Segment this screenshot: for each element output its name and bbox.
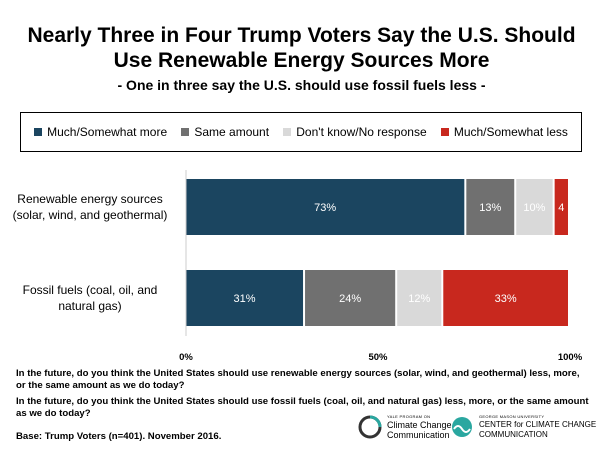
legend-item-dontknow: Don't know/No response (283, 125, 427, 139)
legend-label-more: Much/Somewhat more (47, 125, 168, 139)
category-label-fossil-line1: Fossil fuels (coal, oil, and (22, 283, 158, 297)
chart-title-line1: Nearly Three in Four Trump Voters Say th… (27, 24, 576, 47)
legend-item-same: Same amount (181, 125, 269, 139)
gmu-logo-line1: CENTER for CLIMATE CHANGE (479, 420, 597, 429)
category-label-fossil: Fossil fuels (coal, oil, and natural gas… (0, 282, 180, 314)
base-note: Base: Trump Voters (n=401). November 201… (16, 431, 222, 442)
category-label-fossil-line2: natural gas) (58, 299, 122, 313)
chart-title-line2: Use Renewable Energy Sources More (113, 49, 490, 72)
data-label-fossil-less: 33% (495, 293, 517, 305)
yale-logo-line1: Climate Change (387, 420, 452, 430)
category-label-renewable-line1: Renewable energy sources (17, 192, 163, 206)
chart-subtitle: - One in three say the U.S. should use f… (117, 77, 486, 93)
gmu-logo-small: GEORGE MASON UNIVERSITY (479, 414, 545, 419)
bar-fossil-dontknow (397, 270, 442, 326)
bar-fossil-less (443, 270, 568, 326)
legend-label-dontknow: Don't know/No response (296, 125, 427, 139)
legend-label-same: Same amount (194, 125, 270, 139)
data-label-fossil-dontknow: 12% (408, 293, 430, 305)
bar-fossil-same (305, 270, 396, 326)
yale-logo-small: YALE PROGRAM ON (387, 414, 431, 419)
legend-item-less: Much/Somewhat less (440, 125, 568, 139)
legend-swatch-less (440, 128, 449, 136)
data-label-renewable-dontknow: 10% (523, 202, 545, 214)
legend: Much/Somewhat more Same amount Don't kno… (20, 112, 582, 152)
gmu-logo-icon (452, 417, 472, 437)
x-tick-label-50: 50% (368, 352, 388, 363)
data-label-fossil-same: 24% (339, 293, 361, 305)
x-tick-label-0: 0% (179, 352, 193, 363)
legend-item-more: Much/Somewhat more (34, 125, 167, 139)
x-tick-label-100: 100% (558, 352, 583, 363)
gmu-logo-line2: COMMUNICATION (479, 430, 548, 439)
data-label-renewable-more: 73% (314, 202, 336, 214)
bar-renewable-more (186, 179, 465, 235)
yale-logo-line2: Communication (387, 430, 450, 440)
bar-renewable-same (466, 179, 515, 235)
data-label-renewable-same: 13% (479, 202, 501, 214)
legend-swatch-same (181, 128, 190, 136)
category-label-renewable-line2: (solar, wind, and geothermal) (12, 208, 168, 222)
legend-swatch-dontknow (283, 128, 292, 136)
bar-renewable-less (554, 179, 568, 235)
legend-label-less: Much/Somewhat less (453, 125, 568, 139)
yale-climate-logo: YALE PROGRAM ON Climate Change Communica… (358, 414, 452, 440)
data-label-fossil-more: 31% (234, 293, 256, 305)
gmu-center-logo: GEORGE MASON UNIVERSITY CENTER for CLIMA… (450, 414, 596, 440)
bar-fossil-more (186, 270, 304, 326)
yale-logo-icon (358, 415, 382, 439)
legend-swatch-more (34, 128, 43, 136)
bar-renewable-dontknow (516, 179, 553, 235)
category-label-renewable: Renewable energy sources (solar, wind, a… (0, 191, 180, 223)
data-label-renewable-less: 4 (558, 202, 564, 214)
question-1: In the future, do you think the United S… (16, 368, 580, 391)
question-2: In the future, do you think the United S… (16, 396, 589, 419)
